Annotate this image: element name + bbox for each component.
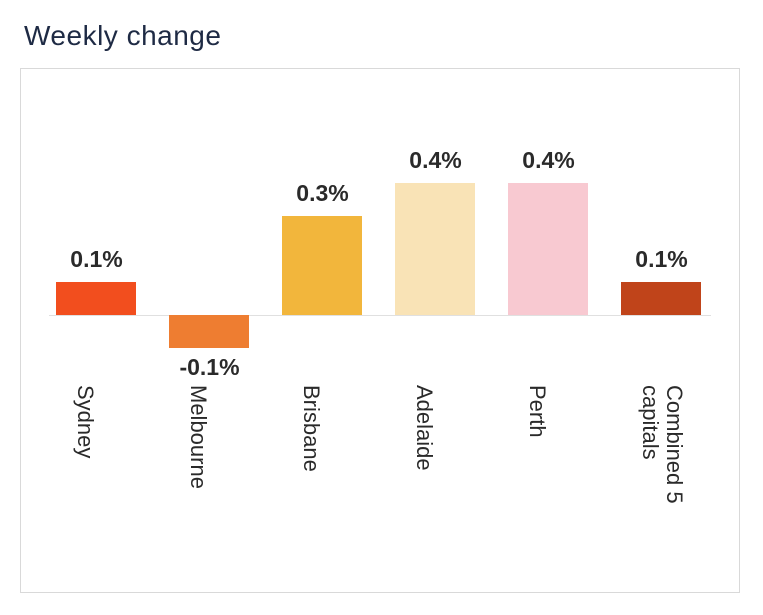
bar-value-label: 0.1%	[614, 246, 709, 273]
bar-rect	[56, 282, 136, 315]
bar-value-label: 0.4%	[388, 147, 483, 174]
bar-col: 0.4% Perth	[501, 85, 596, 576]
bar-col: 0.3% Brisbane	[275, 85, 370, 576]
bar-value-label: -0.1%	[162, 354, 257, 381]
bar-col: 0.4% Adelaide	[388, 85, 483, 576]
bar-rect	[282, 216, 362, 315]
bar-rect	[508, 183, 588, 315]
bar-value-label: 0.4%	[501, 147, 596, 174]
bar-col: -0.1% Melbourne	[162, 85, 257, 576]
bar-value-label: 0.3%	[275, 180, 370, 207]
chart-frame: 0.1% Sydney -0.1% Melbourne 0.3% Brisban…	[20, 68, 740, 593]
bar-col: 0.1% Combined 5capitals	[614, 85, 709, 576]
bar-category-label: Sydney	[72, 385, 96, 458]
bar-category-label: Melbourne	[185, 385, 209, 489]
bar-value-label: 0.1%	[49, 246, 144, 273]
chart-baseline	[49, 315, 711, 316]
bar-category-label: Combined 5capitals	[637, 385, 685, 504]
bar-category-label: Adelaide	[411, 385, 435, 471]
bar-rect	[169, 315, 249, 348]
chart-title: Weekly change	[24, 20, 743, 52]
bar-category-label: Perth	[524, 385, 548, 438]
bar-col: 0.1% Sydney	[49, 85, 144, 576]
bar-category-label: Brisbane	[298, 385, 322, 472]
bar-rect	[395, 183, 475, 315]
chart-plot: 0.1% Sydney -0.1% Melbourne 0.3% Brisban…	[49, 85, 711, 576]
bar-rect	[621, 282, 701, 315]
